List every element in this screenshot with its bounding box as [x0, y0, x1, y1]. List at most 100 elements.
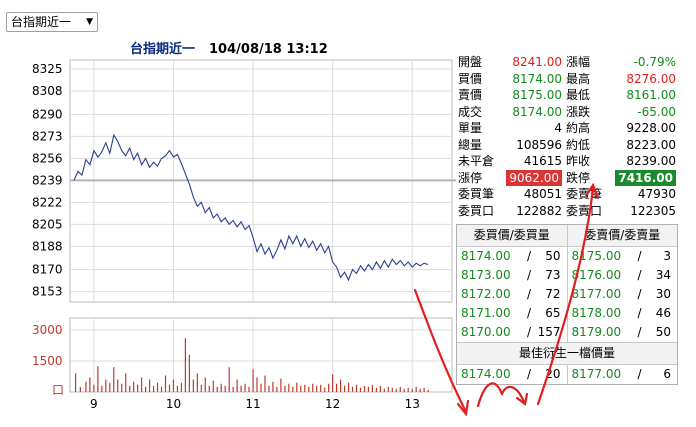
- bid-qty: 73: [545, 268, 561, 282]
- annotation-arrow-hook-head: [515, 392, 529, 406]
- ask-separator: /: [637, 325, 642, 339]
- intraday-chart: 9 10 11 12 13 8325 8308 8290 8273 8256 8239 8222 820…: [32, 59, 456, 411]
- annotation-arrow-hook: [500, 386, 526, 404]
- ask-header: 委賣價/委賣量: [584, 228, 661, 242]
- bid-price: 8172.00: [461, 287, 511, 301]
- ask-row: 8176.00 / 34: [568, 266, 678, 285]
- quote-label: 漲停: [458, 170, 483, 185]
- quote-value: 47930: [637, 187, 676, 201]
- ask-separator: /: [637, 268, 642, 282]
- quote-label: 開盤: [458, 55, 483, 69]
- x-tick-label: 11: [245, 397, 260, 411]
- ask-separator: /: [637, 306, 642, 320]
- quote-value: 8174.00: [512, 104, 562, 119]
- quote-label: 委買筆: [458, 187, 495, 201]
- best-bid-row: 8174.00 / 20: [457, 365, 567, 384]
- quote-panel: 開盤 8241.00 漲幅 -0.79% 買價 8174.00 最高 8276.00 賣價 817…: [456, 54, 678, 219]
- y-tick-label: 8308: [32, 84, 63, 98]
- bid-price: 8170.00: [461, 325, 511, 339]
- quote-label: 漲幅: [566, 55, 591, 69]
- bid-column: 8174.00 / 50 8173.00 / 73 8172.00 / 72 8171.00 / 65…: [457, 247, 568, 342]
- bid-row: 8174.00 / 50: [457, 247, 567, 266]
- quote-label: 最高: [566, 71, 591, 86]
- quote-value: -65.00: [637, 104, 676, 119]
- quote-row: 開盤 8241.00 漲幅 -0.79%: [456, 54, 678, 71]
- best-ask-price: 8177.00: [571, 367, 622, 381]
- annotation-arrow-down-head: [456, 399, 470, 417]
- quote-value: 41615: [523, 154, 562, 168]
- ask-qty: 46: [655, 306, 671, 320]
- quote-label: 總量: [458, 137, 483, 152]
- ask-qty: 50: [655, 325, 671, 339]
- quote-value: 8161.00: [626, 88, 676, 102]
- x-tick-label: 9: [90, 397, 98, 411]
- price-line: [73, 133, 429, 282]
- quote-value: 8241.00: [512, 55, 562, 69]
- quote-value: -0.79%: [633, 55, 676, 69]
- best-bid-separator: /: [527, 367, 532, 381]
- ask-separator: /: [637, 249, 642, 263]
- y-tick-label: 8239: [32, 173, 63, 187]
- y-tick-label: 8170: [32, 263, 63, 277]
- ask-price: 8177.00: [571, 287, 622, 301]
- quote-label: 委買口: [458, 203, 495, 218]
- quote-value: 8174.00: [512, 71, 562, 86]
- bid-row: 8170.00 / 157: [457, 323, 567, 342]
- volume-tick-label: 1500: [32, 354, 63, 368]
- y-tick-label: 8153: [32, 285, 63, 299]
- quote-row: 總量 108596 約低 8223.00: [456, 137, 678, 154]
- x-tick-label: 10: [166, 397, 181, 411]
- best-bid-price: 8174.00: [461, 367, 511, 381]
- bid-separator: /: [527, 249, 532, 263]
- quote-label: 單量: [458, 121, 483, 135]
- ask-price: 8178.00: [571, 306, 622, 320]
- ask-price: 8179.00: [571, 325, 622, 339]
- quote-row: 漲停 9062.00 跌停 7416.00: [456, 169, 678, 186]
- best-ask-qty: 6: [663, 367, 671, 381]
- quote-value: 9228.00: [626, 121, 676, 135]
- x-tick-label: 13: [405, 397, 420, 411]
- quote-row: 未平倉 41615 昨收 8239.00: [456, 153, 678, 170]
- ask-row: 8178.00 / 46: [568, 304, 678, 323]
- ask-qty: 30: [655, 287, 671, 301]
- bid-qty: 157: [537, 325, 561, 339]
- bid-qty: 72: [545, 287, 561, 301]
- ask-price: 8175.00: [571, 249, 622, 263]
- ask-qty: 34: [655, 268, 671, 282]
- volume-tick-label: 口: [52, 383, 64, 397]
- best-bid-qty: 20: [545, 367, 561, 381]
- best-ask-row: 8177.00 / 6: [568, 365, 678, 384]
- ask-column: 8175.00/3 8176.00/34 8177.00/30 8178.00/46 8…: [568, 247, 678, 342]
- y-tick-label: 8222: [32, 195, 63, 209]
- quote-label: 約低: [566, 137, 591, 152]
- bid-row: 8171.00 / 65: [457, 304, 567, 323]
- y-tick-label: 8290: [32, 107, 63, 121]
- contract-selector[interactable]: 台指期近一 ▼: [6, 12, 98, 32]
- order-book: 委買價/委買量 委賣價/委賣量 8174.00 / 50 8173.00 / 73 8172…: [456, 224, 678, 385]
- quote-label: 未平倉: [458, 154, 495, 168]
- quote-value: 8276.00: [626, 71, 676, 86]
- volume-tick-label: 3000: [32, 323, 63, 337]
- quote-label: 委賣口: [566, 203, 603, 218]
- quote-label: 漲跌: [566, 104, 591, 119]
- x-tick-label: 12: [325, 397, 340, 411]
- bid-price: 8174.00: [461, 249, 511, 263]
- quote-value: 108596: [516, 137, 562, 152]
- quote-value: 122882: [516, 203, 562, 218]
- quote-label: 賣價: [458, 88, 483, 102]
- best-derived-label: 最佳衍生一檔價量: [457, 342, 677, 365]
- bid-separator: /: [527, 268, 532, 282]
- quote-value: 122305: [630, 203, 676, 218]
- quote-datetime: 104/08/18 13:12: [209, 42, 328, 57]
- bid-price: 8173.00: [461, 268, 511, 282]
- bid-qty: 65: [545, 306, 561, 320]
- ask-row: 8179.00 / 50: [568, 323, 678, 342]
- quote-row: 成交 8174.00 漲跌 -65.00: [456, 104, 678, 121]
- ask-price: 8176.00: [571, 268, 622, 282]
- quote-row: 委買口 122882 委賣口 122305: [456, 203, 678, 220]
- y-tick-label: 8325: [32, 62, 63, 76]
- ask-row: 8177.00 / 30: [568, 285, 678, 304]
- contract-selector-value: 台指期近一: [11, 15, 72, 29]
- quote-label: 成交: [458, 104, 483, 119]
- quote-value: 9062.00: [506, 169, 562, 186]
